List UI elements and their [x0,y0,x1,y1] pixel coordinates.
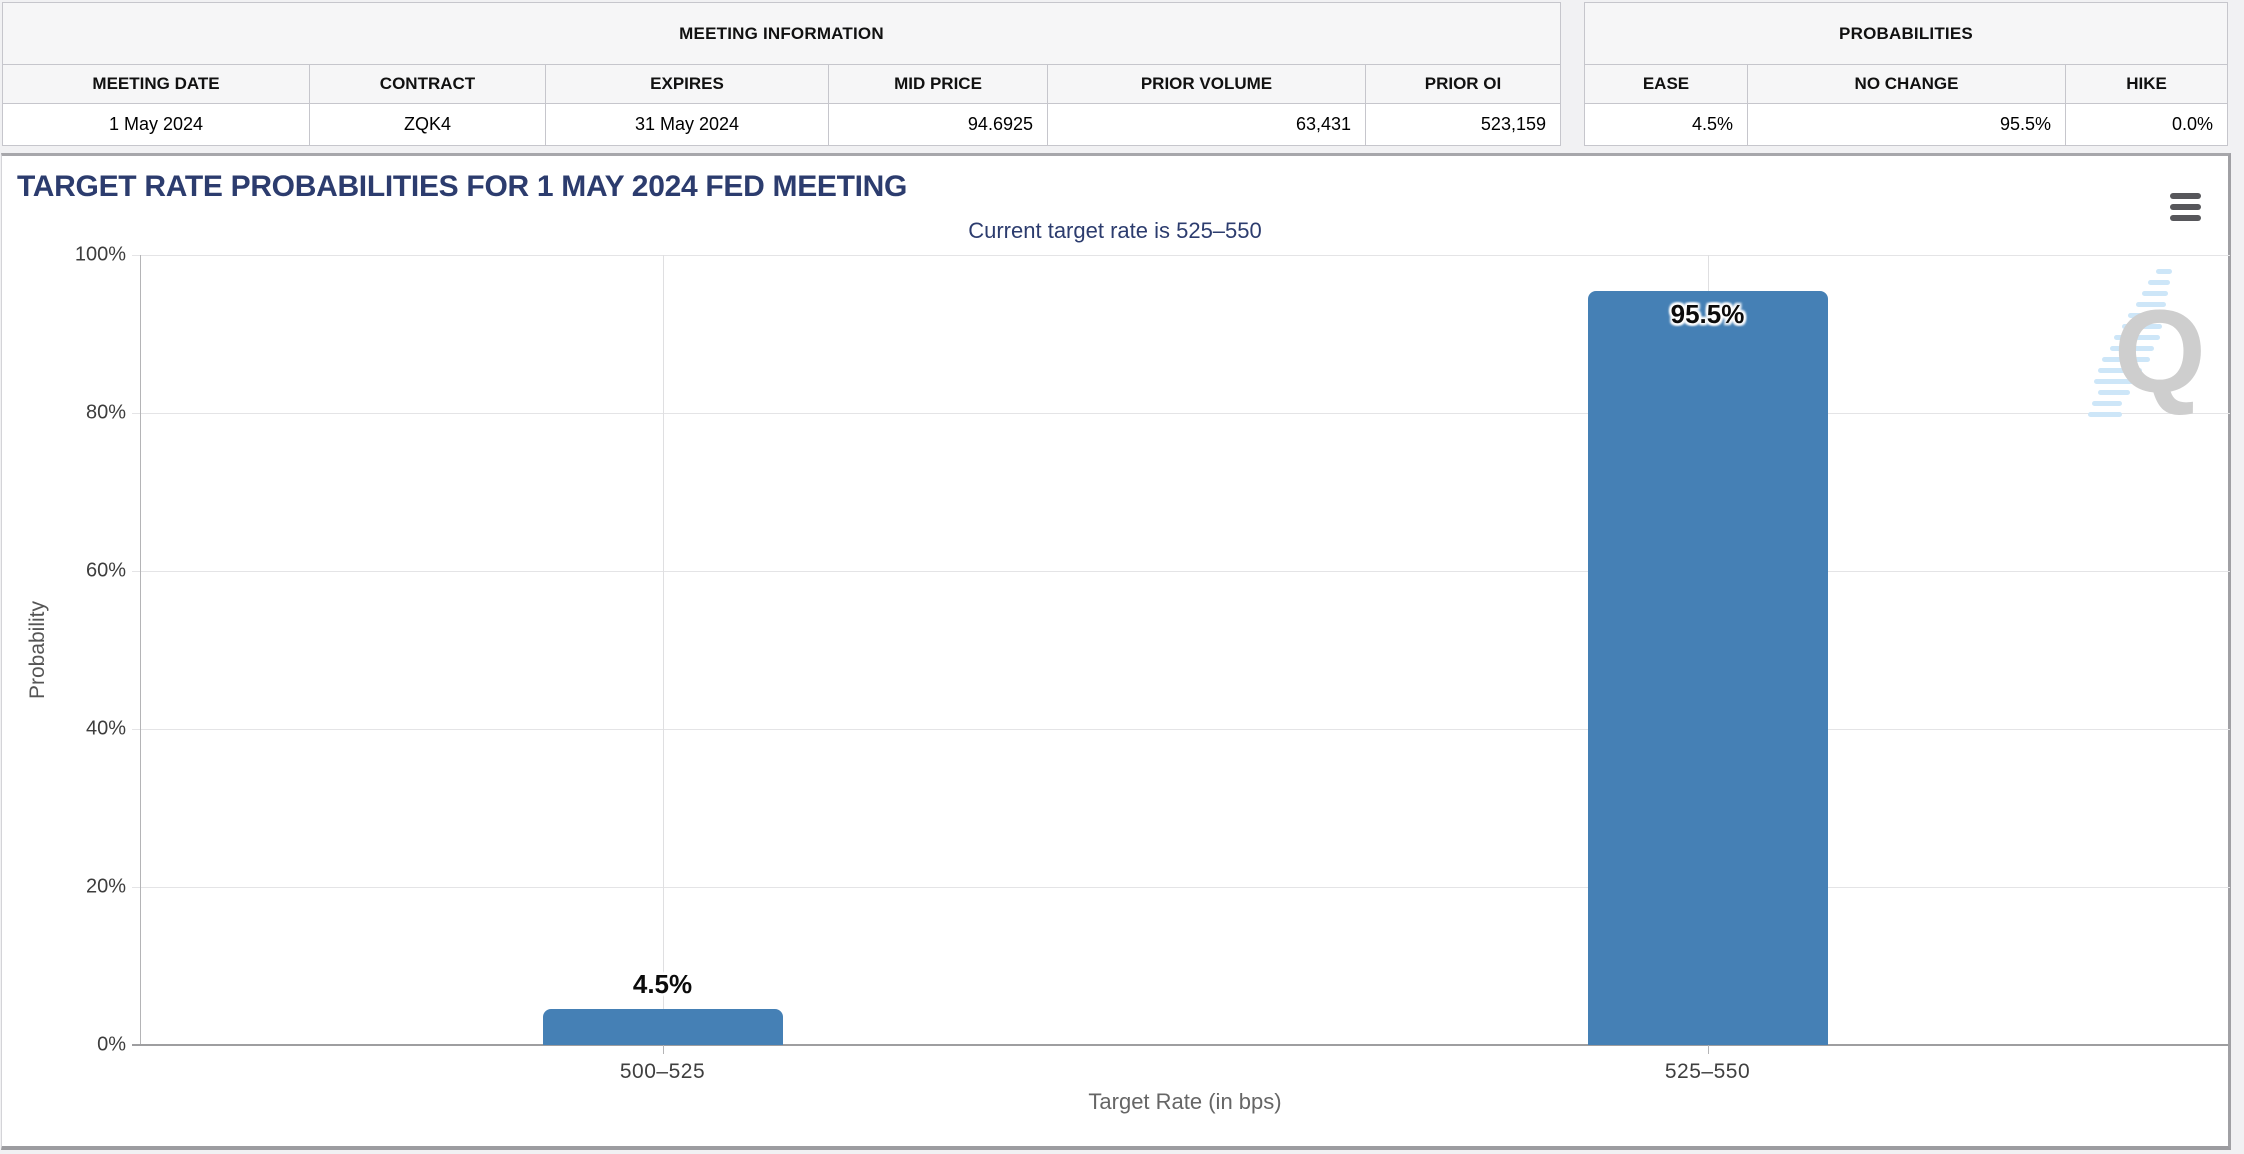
x-axis-line [132,1044,2230,1046]
contract-value: ZQK4 [310,104,546,145]
x-axis-title: Target Rate (in bps) [1088,1089,1282,1114]
column-header-meeting-date: MEETING DATE [3,65,310,103]
bar-500-525[interactable]: 4.5% [542,969,783,1045]
probabilities-table: PROBABILITIES EASE NO CHANGE HIKE 4.5% 9… [1584,2,2228,146]
y-tick-label-100: 100% [74,243,126,266]
x-tick-mark [662,1045,664,1054]
hamburger-menu-icon [2170,193,2201,199]
y-tick-label-80: 80% [85,401,126,424]
bar-525-550[interactable]: 95.5% [1587,290,1828,1045]
mid-price-value: 94.6925 [829,104,1048,145]
prior-volume-value: 63,431 [1048,104,1366,145]
y-axis-title: Probability [26,600,49,700]
plot-area: 100% 80% 60% 40% 20% 0% 4.5% 500–525 95.… [75,244,2230,1083]
column-header-prior-oi: PRIOR OI [1424,74,1502,93]
category-525-550: 95.5% 525–550 [1185,255,2230,1083]
ease-value: 4.5% [1585,104,1748,145]
gridline-20pct [132,887,2230,888]
y-tick-label-20: 20% [85,875,126,898]
x-tick-label-500-525: 500–525 [619,1060,706,1083]
hike-value: 0.0% [2171,114,2213,134]
meeting-information-header-row: MEETING DATE CONTRACT EXPIRES MID PRICE … [3,65,1560,104]
column-header-no-change: NO CHANGE [1748,65,2066,103]
meeting-information-title: MEETING INFORMATION [3,3,1560,65]
watermark-swoosh-icon [2086,263,2178,423]
x-tick-label-525-550: 525–550 [1664,1060,1751,1083]
meeting-information-value-row: 1 May 2024 ZQK4 31 May 2024 94.6925 63,4… [3,104,1560,145]
meeting-date-value: 1 May 2024 [3,104,310,145]
column-header-expires: EXPIRES [546,65,829,103]
bar-value-label-500-525: 4.5% [632,969,693,1000]
column-header-ease: EASE [1585,65,1748,103]
probabilities-value-row: 4.5% 95.5% 0.0% [1585,104,2227,145]
chart-title: TARGET RATE PROBABILITIES FOR 1 MAY 2024… [17,170,908,203]
chart-subtitle: Current target rate is 525–550 [968,218,1262,243]
category-500-525: 4.5% 500–525 [140,255,1185,1083]
meeting-information-table: MEETING INFORMATION MEETING DATE CONTRAC… [2,2,1561,146]
chart-menu-button[interactable] [2170,188,2202,226]
no-change-value: 95.5% [1748,104,2066,145]
column-header-contract: CONTRACT [310,65,546,103]
gridline-40pct [132,729,2230,730]
prior-oi-value: 523,159 [1480,114,1546,134]
column-header-mid-price: MID PRICE [829,65,1048,103]
y-tick-label-60: 60% [85,559,126,582]
gridline-100pct [132,255,2230,256]
column-header-prior-volume: PRIOR VOLUME [1048,65,1366,103]
hamburger-menu-icon [2170,215,2201,221]
target-rate-chart-panel: TARGET RATE PROBABILITIES FOR 1 MAY 2024… [1,153,2231,1150]
bar-value-label-525-550: 95.5% [1670,298,1745,329]
y-axis-line [140,255,141,1045]
probabilities-title: PROBABILITIES [1585,3,2227,65]
hamburger-menu-icon [2170,204,2201,210]
gridline-80pct [132,413,2230,414]
expires-value: 31 May 2024 [546,104,829,145]
quikstrike-q-watermark: Q [2114,286,2206,418]
column-header-hike: HIKE [2126,74,2167,93]
probabilities-header-row: EASE NO CHANGE HIKE [1585,65,2227,104]
y-tick-label-40: 40% [85,717,126,740]
y-tick-label-0: 0% [97,1033,126,1056]
vertical-gridline [662,255,664,1045]
x-tick-mark [1707,1045,1709,1054]
gridline-60pct [132,571,2230,572]
